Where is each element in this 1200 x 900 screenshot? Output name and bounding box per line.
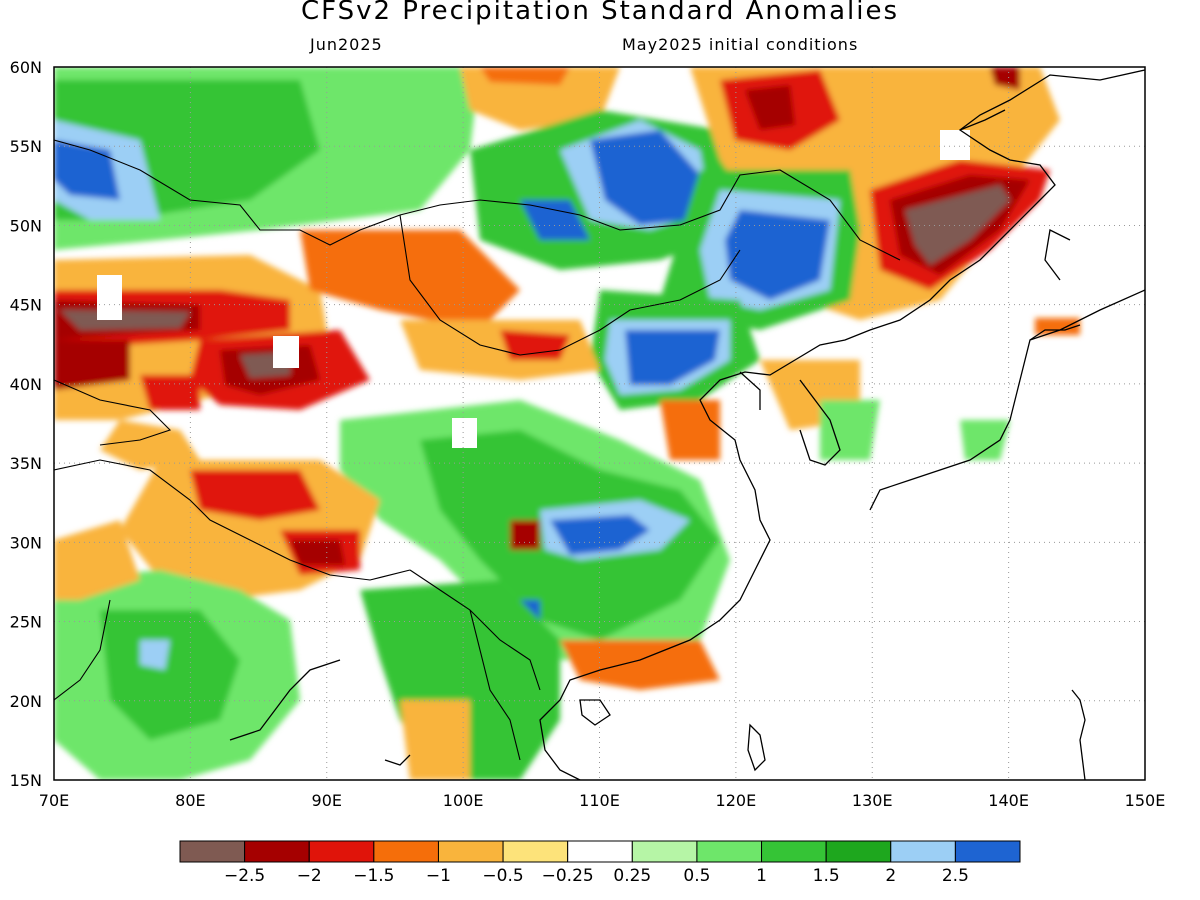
- anomaly-field: [54, 67, 1145, 780]
- colorbar-swatch: [567, 840, 633, 863]
- map-frame: [53, 66, 1146, 781]
- lon-tick-label: 140E: [988, 791, 1029, 810]
- colorbar-swatch: [890, 840, 956, 863]
- valid-month-label: Jun2025: [310, 35, 383, 54]
- colorbar-label: −1.5: [353, 866, 394, 886]
- lon-tick-label: 90E: [312, 791, 342, 810]
- colorbar-swatch: [244, 840, 310, 863]
- lat-tick-label: 20N: [10, 692, 42, 711]
- country-borders: [54, 139, 901, 761]
- lon-tick-label: 100E: [443, 791, 484, 810]
- lon-tick-label: 130E: [852, 791, 893, 810]
- lon-tick-label: 70E: [39, 791, 69, 810]
- colorbar-label: 1.5: [813, 866, 840, 886]
- grid-lines: [54, 67, 1145, 780]
- lat-tick-label: 15N: [10, 771, 42, 790]
- lat-tick-label: 30N: [10, 533, 42, 552]
- lat-tick-label: 55N: [10, 137, 42, 156]
- colorbar-label: −2: [297, 866, 322, 886]
- colorbar-label: 1: [756, 866, 767, 886]
- colorbar-swatch: [696, 840, 763, 863]
- coastlines: [229, 69, 1145, 780]
- colorbar-label: 0.25: [613, 866, 651, 886]
- colorbar-label: 2.5: [942, 866, 969, 886]
- colorbar-label: −0.25: [542, 866, 594, 886]
- lat-tick-label: 25N: [10, 613, 42, 632]
- lon-tick-label: 110E: [579, 791, 620, 810]
- lat-tick-label: 40N: [10, 375, 42, 394]
- lat-tick-label: 35N: [10, 454, 42, 473]
- colorbar-label: 2: [885, 866, 896, 886]
- colorbar-swatch: [437, 840, 504, 863]
- colorbar-swatch: [373, 840, 439, 863]
- lat-tick-label: 60N: [10, 58, 42, 77]
- colorbar-label: −0.5: [482, 866, 523, 886]
- lon-tick-label: 150E: [1125, 791, 1166, 810]
- colorbar-swatch: [631, 840, 698, 863]
- colorbar-label: −1: [426, 866, 451, 886]
- lon-tick-label: 120E: [716, 791, 757, 810]
- colorbar-label: −2.5: [224, 866, 265, 886]
- axis-labels: 70E 80E 90E 100E 110E 120E 130E 140E 150E 60N 55N 5…: [10, 58, 1166, 810]
- lon-tick-label: 80E: [175, 791, 205, 810]
- colorbar-swatch: [825, 840, 892, 863]
- colorbar: −2.5 −2 −1.5 −1 −0.5 −0.25 0.25 0.5 1 1.5 2 2.5: [179, 840, 1021, 886]
- colorbar-swatch: [308, 840, 375, 863]
- colorbar-swatch: [761, 840, 827, 863]
- lat-tick-label: 50N: [10, 216, 42, 235]
- colorbar-swatch: [954, 840, 1021, 863]
- colorbar-label: 0.5: [683, 866, 710, 886]
- colorbar-swatch: [179, 840, 246, 863]
- colorbar-swatch: [502, 840, 569, 863]
- chart-title: CFSv2 Precipitation Standard Anomalies: [300, 0, 900, 26]
- lat-tick-label: 45N: [10, 296, 42, 315]
- init-conditions-label: May2025 initial conditions: [622, 35, 859, 54]
